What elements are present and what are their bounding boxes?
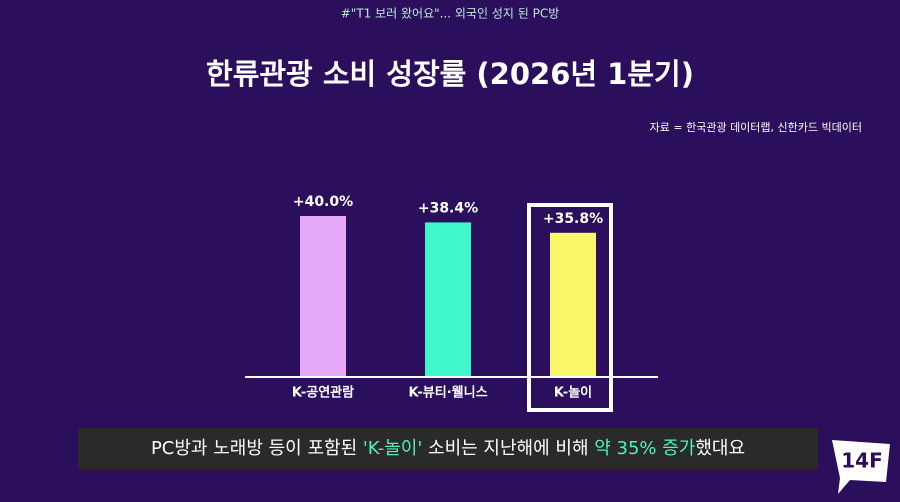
- logo: 14F: [841, 449, 883, 473]
- logo-badge: [832, 440, 890, 494]
- category-label: K-공연관람: [292, 385, 354, 401]
- category-label: K-뷰티·웰니스: [408, 385, 487, 401]
- value-label: +40.0%: [293, 194, 353, 210]
- source: 자료 = 한국관광 데이터랩, 신한카드 빅데이터: [650, 121, 862, 134]
- subtitle-part: PC방과 노래방 등이 포함된: [151, 438, 363, 459]
- subtitle-part: 소비는 지난해에 비해: [422, 438, 594, 459]
- subtitle: PC방과 노래방 등이 포함된 'K-놀이' 소비는 지난해에 비해 약 35%…: [151, 438, 745, 459]
- bar: [550, 232, 596, 376]
- value-label: +35.8%: [543, 211, 603, 227]
- value-label: +38.4%: [418, 200, 478, 216]
- top-caption: #"T1 보러 왔어요"... 외국인 성지 된 PC방: [341, 6, 560, 21]
- subtitle-box: [78, 428, 818, 469]
- bar: [425, 222, 471, 376]
- category-label: K-놀이: [554, 385, 592, 401]
- bar: [300, 216, 346, 376]
- highlight-box: [527, 203, 613, 412]
- subtitle-part: 'K-놀이': [363, 438, 422, 459]
- chart-title: 한류관광 소비 성장률 (2026년 1분기): [206, 57, 694, 91]
- subtitle-part: 했대요: [695, 438, 745, 459]
- subtitle-part: 약 35% 증가: [594, 438, 695, 459]
